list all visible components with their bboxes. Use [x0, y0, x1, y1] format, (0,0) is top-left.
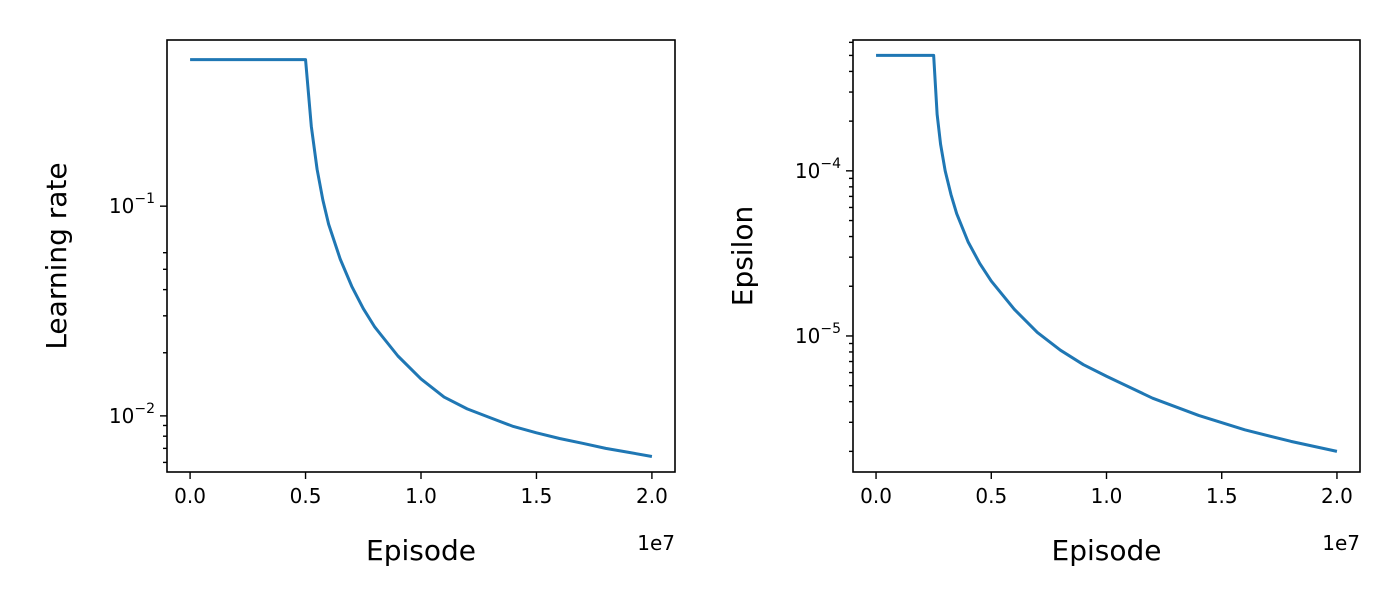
- y-tick-label: 10−4: [795, 156, 841, 183]
- y-tick-exponent: −1: [134, 191, 155, 207]
- x-tick-label: 0.0: [174, 484, 206, 508]
- y-tick-label: 10−1: [109, 191, 155, 218]
- x-tick-label: 0.5: [975, 484, 1007, 508]
- series-line-0: [190, 58, 653, 459]
- x-axis-label: Episode: [366, 534, 476, 567]
- x-scale-label: 1e7: [1322, 531, 1360, 555]
- y-tick-base: 10: [109, 194, 134, 218]
- y-tick-label: 10−5: [795, 321, 841, 348]
- series-line-0: [876, 53, 1338, 453]
- y-tick-base: 10: [795, 324, 820, 348]
- x-tick-label: 0.5: [290, 484, 322, 508]
- x-tick-label: 1.0: [1091, 484, 1123, 508]
- y-tick-base: 10: [109, 404, 134, 428]
- x-scale-label: 1e7: [637, 531, 675, 555]
- x-tick-label: 1.5: [521, 484, 553, 508]
- plot-frame: [166, 39, 676, 473]
- x-tick-label: 0.0: [860, 484, 892, 508]
- x-tick-label: 2.0: [636, 484, 668, 508]
- y-tick-exponent: −4: [820, 156, 841, 172]
- x-axis-label: Episode: [1052, 534, 1162, 567]
- x-tick-label: 2.0: [1321, 484, 1353, 508]
- y-tick-label: 10−2: [109, 401, 155, 428]
- x-tick-label: 1.5: [1206, 484, 1238, 508]
- y-axis-label: Epsilon: [726, 206, 759, 307]
- y-tick-base: 10: [795, 159, 820, 183]
- y-tick-exponent: −5: [820, 321, 841, 337]
- y-tick-exponent: −2: [134, 401, 155, 417]
- plot-frame: [852, 39, 1361, 473]
- x-tick-label: 1.0: [405, 484, 437, 508]
- y-axis-label: Learning rate: [40, 162, 73, 349]
